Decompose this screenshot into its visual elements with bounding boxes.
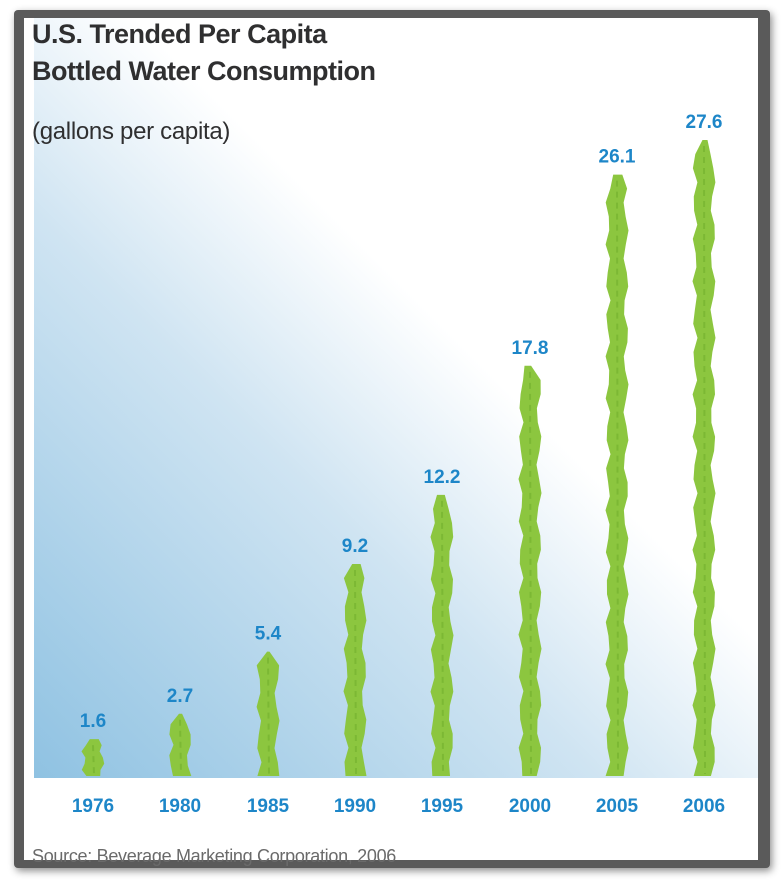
chart-title-line1: U.S. Trended Per Capita	[32, 19, 327, 49]
bar-2006	[692, 140, 716, 776]
value-label: 27.6	[686, 112, 723, 133]
value-label: 1.6	[80, 711, 106, 732]
category-label: 1990	[334, 796, 376, 817]
bar-2000	[518, 365, 542, 776]
bar-texture	[179, 719, 182, 775]
category-label: 1980	[159, 796, 201, 817]
bar-texture	[92, 745, 95, 775]
value-label: 2.7	[167, 686, 193, 707]
category-label: 2000	[509, 796, 551, 817]
bar-texture	[354, 569, 357, 775]
bar-shape	[605, 174, 629, 777]
chart-title-line2: Bottled Water Consumption	[32, 56, 376, 86]
chart-background-gradient	[34, 18, 758, 778]
source-note: Source: Beverage Marketing Corporation, …	[32, 846, 397, 866]
value-label: 26.1	[599, 147, 636, 168]
bar-texture	[703, 145, 706, 775]
category-label: 1976	[72, 796, 114, 817]
value-label: 17.8	[512, 338, 549, 359]
bar-1990	[343, 564, 367, 776]
value-label: 9.2	[342, 536, 368, 557]
bar-1976	[81, 739, 105, 776]
value-label: 5.4	[255, 624, 282, 645]
chart-title: U.S. Trended Per Capita Bottled Water Co…	[32, 16, 376, 90]
category-label: 1985	[247, 796, 290, 817]
category-label: 1995	[421, 796, 464, 817]
value-label: 12.2	[424, 467, 461, 488]
bar-2005	[605, 174, 629, 777]
bar-texture	[441, 500, 444, 775]
bar-1980	[169, 713, 192, 776]
bar-1995	[430, 494, 454, 776]
bar-1985	[256, 651, 280, 776]
chart-subtitle: (gallons per capita)	[32, 118, 231, 145]
bar-texture	[267, 657, 270, 775]
bar-texture	[529, 371, 532, 775]
chart-panel	[24, 18, 758, 860]
category-label: 2006	[683, 796, 725, 817]
category-label: 2005	[596, 796, 639, 817]
